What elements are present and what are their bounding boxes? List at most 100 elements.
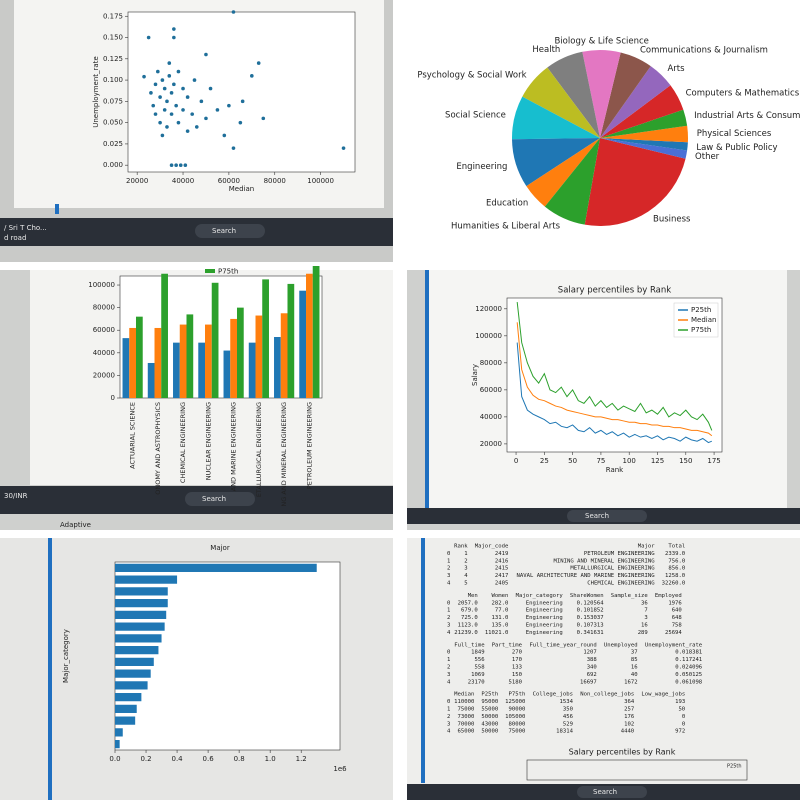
cell: 7	[644, 608, 647, 614]
cell: 150	[512, 672, 522, 678]
slice-label: Communications & Journalism	[640, 45, 768, 55]
y-tick-label: 20000	[93, 371, 115, 379]
cell: NAVAL ARCHITECTURE AND MARINE ENGINEERIN…	[517, 573, 656, 579]
cell: MINING AND MINERAL ENGINEERING	[554, 558, 656, 564]
cell: 75000	[458, 707, 475, 713]
cell: 0.341631	[577, 630, 604, 636]
point	[169, 91, 174, 95]
slice-label: Education	[486, 199, 528, 209]
cell: 32260.0	[662, 581, 686, 587]
point	[153, 82, 158, 87]
column-header: Major	[638, 544, 655, 550]
y-tick-label: 100000	[88, 281, 115, 289]
cell: 110000	[454, 699, 474, 705]
point	[169, 112, 174, 116]
photo-line: Search 20000 40000 60000 80000 100000 120000 0…	[407, 270, 800, 530]
cell: 0	[447, 650, 450, 656]
x-tick-label: 150	[679, 457, 692, 465]
cell: 1672	[624, 679, 637, 685]
cell-marker	[425, 270, 429, 508]
column-header: Non_college_jobs	[580, 692, 634, 698]
slice-label: Arts	[667, 64, 685, 74]
cell: 16	[641, 623, 648, 629]
bar	[115, 610, 167, 619]
point	[160, 78, 165, 82]
tab-text: 30/INR	[4, 492, 28, 500]
point	[167, 74, 172, 78]
cell: 2419	[495, 551, 508, 557]
point	[192, 78, 197, 82]
cell: 1207	[583, 650, 596, 656]
photo-barh: 0.0 0.2 0.4 0.6 0.8 1.0 1.2 Major 1e6 Major_categ…	[0, 538, 393, 800]
point	[240, 99, 245, 104]
x-tick-label: AND MARINE ENGINEERING	[230, 402, 238, 491]
search-text[interactable]: Search	[593, 788, 617, 796]
cell: 55000	[481, 707, 498, 713]
bar	[274, 337, 281, 398]
slice	[544, 138, 600, 225]
legend-label: P25th	[691, 306, 711, 314]
search-box[interactable]	[577, 786, 647, 798]
column-header: ShareWomen	[570, 593, 604, 599]
search-box[interactable]	[185, 492, 255, 506]
bar	[115, 681, 148, 690]
bar	[223, 350, 231, 398]
search-box[interactable]	[195, 224, 265, 238]
cell: 1	[447, 707, 450, 713]
cell: 2339.0	[665, 551, 685, 557]
point	[142, 74, 146, 79]
search-text[interactable]: Search	[585, 512, 609, 520]
point	[231, 10, 236, 14]
point	[172, 35, 176, 40]
slice	[547, 51, 600, 138]
y-tick-label: 0	[111, 394, 115, 402]
search-box[interactable]	[567, 510, 647, 522]
line	[516, 301, 713, 431]
tab-text: d road	[4, 234, 26, 242]
cell: 3	[447, 721, 450, 727]
cell: 257	[624, 707, 634, 713]
cell: 16	[631, 665, 638, 671]
search-text[interactable]: Search	[212, 227, 236, 235]
slice	[522, 67, 600, 138]
chart-title: Salary percentiles by Rank	[558, 286, 671, 296]
y-axis-label: Unemployment_rate	[92, 56, 100, 128]
y-tick-label: 40000	[480, 413, 502, 421]
cell: 4	[447, 630, 451, 636]
axes-frame	[127, 11, 356, 173]
cell: 105000	[505, 714, 525, 720]
cell: 37	[631, 650, 638, 656]
tab-text: / Sri T Cho...	[4, 224, 47, 232]
x-tick-label: 20000	[126, 177, 148, 185]
point	[190, 112, 195, 116]
point	[231, 146, 236, 150]
point	[183, 163, 188, 167]
point	[165, 125, 169, 129]
cell: 1534	[560, 699, 574, 705]
y-tick-label: 0.150	[103, 34, 123, 42]
bar	[147, 362, 155, 398]
bar	[115, 716, 136, 725]
cell: 85	[631, 657, 638, 663]
cell: 77.0	[495, 608, 508, 614]
y-tick-label: 60000	[480, 386, 502, 394]
cell: 4	[447, 679, 451, 685]
cell: Engineering	[526, 615, 563, 621]
x-tick-label: 125	[651, 457, 664, 465]
cell: 131.0	[492, 615, 509, 621]
top-text: Adaptive	[60, 521, 91, 529]
x-tick-label: 75	[596, 457, 605, 465]
cell: Engineering	[526, 623, 563, 629]
bar	[115, 587, 168, 596]
y-tick-label: 40000	[93, 349, 115, 357]
search-text[interactable]: Search	[202, 495, 226, 503]
bar	[262, 279, 269, 398]
cell: 75000	[509, 729, 526, 735]
scrollbar	[55, 204, 59, 214]
cell: 758	[672, 623, 683, 629]
cell: 0.018381	[675, 650, 702, 656]
slice-label: Law & Public Policy	[696, 143, 777, 153]
cell: 0.061098	[675, 679, 703, 685]
cell: 11021.0	[485, 630, 509, 636]
point	[227, 103, 231, 108]
